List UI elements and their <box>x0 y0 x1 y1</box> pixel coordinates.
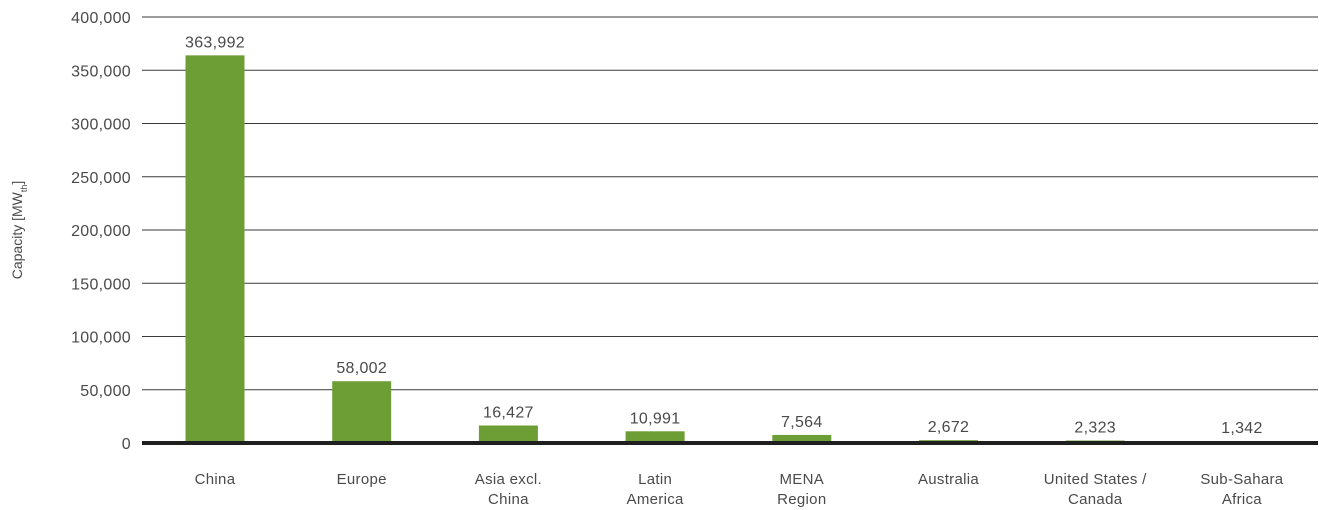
x-category-label-line: Australia <box>918 471 979 488</box>
data-label: 1,342 <box>1221 420 1263 437</box>
x-category-label-line: China <box>488 491 529 508</box>
data-label: 7,564 <box>781 414 823 431</box>
x-category-label-line: Region <box>777 491 826 508</box>
x-category-label-line: Latin <box>638 471 672 488</box>
x-category-label-line: Africa <box>1222 491 1262 508</box>
y-tick-label: 200,000 <box>71 223 131 240</box>
y-tick-label: 0 <box>122 436 131 453</box>
gridlines <box>142 16 1318 391</box>
data-label: 10,991 <box>630 410 681 427</box>
data-labels: 363,992 58,002 16,427 10,991 7,564 2,672 2,323… <box>185 34 1263 437</box>
x-category-label: Europe <box>337 471 387 488</box>
x-axis-categories: China Europe Asia excl. China Latin America ME… <box>195 471 1284 508</box>
bar <box>478 425 538 443</box>
y-tick-label: 350,000 <box>71 63 131 80</box>
y-tick-label: 50,000 <box>80 383 131 400</box>
x-category-label: Australia <box>918 471 979 488</box>
data-label: 2,323 <box>1074 420 1116 437</box>
bar <box>332 381 392 443</box>
x-category-label-line: Asia excl. <box>475 471 542 488</box>
y-tick-label: 250,000 <box>71 170 131 187</box>
bar <box>772 434 832 443</box>
x-category-label: Latin America <box>627 471 684 508</box>
x-category-label-line: America <box>627 491 684 508</box>
x-category-label: Sub-Sahara Africa <box>1200 471 1283 508</box>
y-tick-label: 100,000 <box>71 330 131 347</box>
bar <box>185 55 245 444</box>
x-category-label-line: MENA <box>780 471 825 488</box>
x-category-label: MENA Region <box>777 471 826 508</box>
x-category-label: United States / Canada <box>1044 471 1147 508</box>
x-category-label-line: United States / <box>1044 471 1147 488</box>
x-category-label: China <box>195 471 236 488</box>
y-tick-label: 150,000 <box>71 276 131 293</box>
data-label: 16,427 <box>483 405 534 422</box>
x-category-label-line: Europe <box>337 471 387 488</box>
data-label: 363,992 <box>185 34 245 51</box>
data-label: 58,002 <box>336 360 387 377</box>
x-category-label-line: Sub-Sahara <box>1200 471 1283 488</box>
x-category-label-line: China <box>195 471 236 488</box>
y-axis-title: Capacity [MWth] <box>9 181 29 280</box>
y-axis-ticks: 0 50,000 100,000 150,000 200,000 250,000 300,0… <box>71 10 131 453</box>
y-tick-label: 400,000 <box>71 10 131 27</box>
data-label: 2,672 <box>928 419 970 436</box>
bar <box>625 431 685 443</box>
y-tick-label: 300,000 <box>71 117 131 134</box>
bars <box>185 55 1272 444</box>
x-category-label: Asia excl. China <box>475 471 542 508</box>
x-category-label-line: Canada <box>1068 491 1123 508</box>
